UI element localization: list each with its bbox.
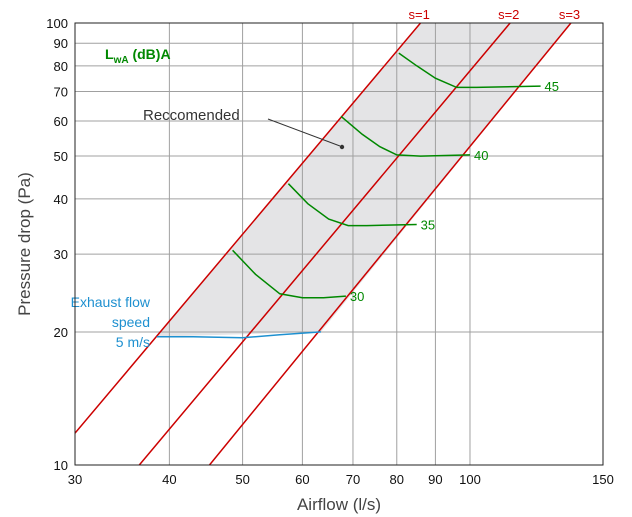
- sound-line-label-30: 30: [350, 289, 364, 304]
- y-tick-label-50: 50: [54, 149, 68, 164]
- y-axis-title: Pressure drop (Pa): [15, 172, 34, 316]
- tick-layer: 30 40 50 60 70 80 90 100 150 10 20 30 40 50 60 70 80 90 10…: [46, 16, 614, 487]
- x-tick-label-40: 40: [162, 472, 176, 487]
- label-layer: s=1 s=2 s=3 30 35 40 45 Airflow (l/s) Pressure d…: [15, 7, 580, 514]
- sound-line-30: [232, 249, 346, 299]
- x-axis-title: Airflow (l/s): [297, 495, 381, 514]
- x-tick-label-150: 150: [592, 472, 614, 487]
- recommended-pointer-dot: [339, 144, 345, 150]
- plot-frame: [74, 22, 604, 466]
- recommended-area-layer: [156, 23, 571, 337]
- s-line-2: [138, 23, 511, 465]
- y-tick-label-10: 10: [54, 458, 68, 473]
- y-tick-label-30: 30: [54, 247, 68, 262]
- sound-line-45: [398, 52, 541, 89]
- y-tick-label-80: 80: [54, 59, 68, 74]
- y-tick-label-40: 40: [54, 192, 68, 207]
- y-tick-label-100: 100: [46, 16, 68, 31]
- s-line-1: [75, 23, 422, 434]
- y-tick-label-70: 70: [54, 84, 68, 99]
- x-tick-label-50: 50: [235, 472, 249, 487]
- exhaust-annotation-line-1: Exhaust flow: [71, 294, 151, 310]
- sound-line-label-40: 40: [474, 148, 488, 163]
- x-tick-label-100: 100: [459, 472, 481, 487]
- exhaust-annotation-line-3: 5 m/s: [116, 334, 150, 350]
- x-tick-label-80: 80: [390, 472, 404, 487]
- sound-line-40: [340, 115, 471, 157]
- recommended-area: [156, 23, 571, 337]
- x-tick-label-60: 60: [295, 472, 309, 487]
- y-tick-label-90: 90: [54, 36, 68, 51]
- x-tick-label-30: 30: [68, 472, 82, 487]
- legend-title: LwA (dB)A: [105, 46, 171, 66]
- recommended-pointer: [267, 118, 341, 147]
- sound-line-label-45: 45: [545, 79, 559, 94]
- y-tick-label-60: 60: [54, 114, 68, 129]
- y-tick-label-20: 20: [54, 325, 68, 340]
- exhaust-annotation-line-2: speed: [112, 314, 150, 330]
- exhaust-line: [156, 331, 322, 339]
- s-line-label-2: s=2: [498, 7, 519, 22]
- x-tick-label-70: 70: [346, 472, 360, 487]
- s-line-3: [208, 23, 572, 465]
- series-layer: [75, 23, 572, 465]
- s-line-label-1: s=1: [409, 7, 430, 22]
- x-tick-label-90: 90: [428, 472, 442, 487]
- recommended-annotation: Reccomended: [143, 107, 240, 124]
- sound-line-35: [287, 183, 417, 227]
- sound-line-label-35: 35: [421, 218, 435, 233]
- s-line-label-3: s=3: [559, 7, 580, 22]
